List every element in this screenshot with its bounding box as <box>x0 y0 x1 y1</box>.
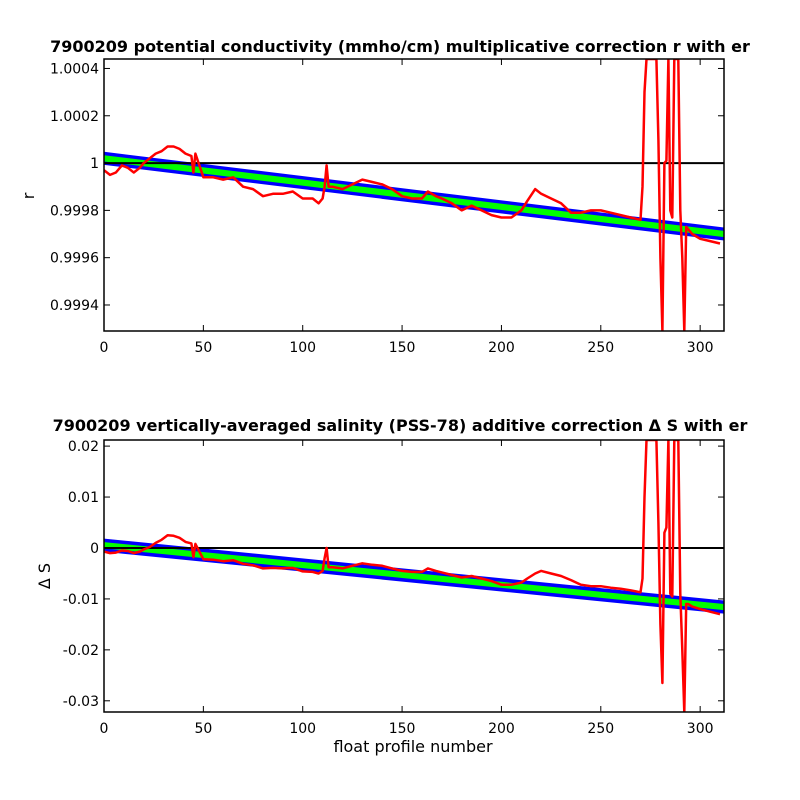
x-tick-label: 200 <box>488 721 515 737</box>
axes: 0 50 100 150 200 250 300 0.9994 0.9996 0.9998 1 1.0… <box>50 58 725 356</box>
y-tick-label: 1.0004 <box>50 61 99 77</box>
x-tick-label: 0 <box>100 721 109 737</box>
plot-area <box>104 59 724 331</box>
x-tick-label: 150 <box>389 340 416 356</box>
fit-band <box>104 155 724 238</box>
axes: 0 50 100 150 200 250 300 -0.03 -0.02 -0.01 0 0.01 0.… <box>63 439 725 737</box>
axes-frame <box>103 58 725 332</box>
x-tick-label: 100 <box>289 340 316 356</box>
x-tick-label: 300 <box>687 721 714 737</box>
x-tick-label: 200 <box>488 340 515 356</box>
y-tick-label: 1.0002 <box>50 109 99 125</box>
y-tick-label: -0.01 <box>63 592 99 608</box>
y-tick-label: 0.9996 <box>50 251 99 267</box>
y-axis-label: Δ S <box>35 563 54 589</box>
y-tick-label: 0.9998 <box>50 203 99 219</box>
y-tick-label: -0.02 <box>63 643 99 659</box>
x-tick-label: 100 <box>289 721 316 737</box>
chart-title: 7900209 potential conductivity (mmho/cm)… <box>50 37 750 56</box>
axes-frame <box>103 439 725 713</box>
plot-area <box>104 440 724 712</box>
data-line <box>104 440 721 712</box>
x-tick-label: 150 <box>389 721 416 737</box>
y-tick-label: 1 <box>90 156 99 172</box>
x-tick-label: 250 <box>587 721 614 737</box>
fit-band <box>104 542 724 611</box>
y-tick-label: 0.02 <box>68 439 99 455</box>
panel-salinity-correction: 7900209 vertically-averaged salinity (PS… <box>35 416 747 756</box>
x-axis-label: float profile number <box>333 737 493 756</box>
data-line <box>104 59 721 331</box>
panel-conductivity-correction: 7900209 potential conductivity (mmho/cm)… <box>19 37 750 356</box>
y-tick-label: 0.01 <box>68 490 99 506</box>
y-axis-label: r <box>19 192 38 199</box>
y-tick-label: 0.9994 <box>50 298 99 314</box>
y-tick-label: 0 <box>90 541 99 557</box>
x-tick-label: 50 <box>194 721 212 737</box>
chart-title: 7900209 vertically-averaged salinity (PS… <box>53 416 748 435</box>
x-tick-label: 300 <box>687 340 714 356</box>
x-tick-label: 250 <box>587 340 614 356</box>
y-tick-label: -0.03 <box>63 694 99 710</box>
x-tick-label: 50 <box>194 340 212 356</box>
x-tick-label: 0 <box>100 340 109 356</box>
